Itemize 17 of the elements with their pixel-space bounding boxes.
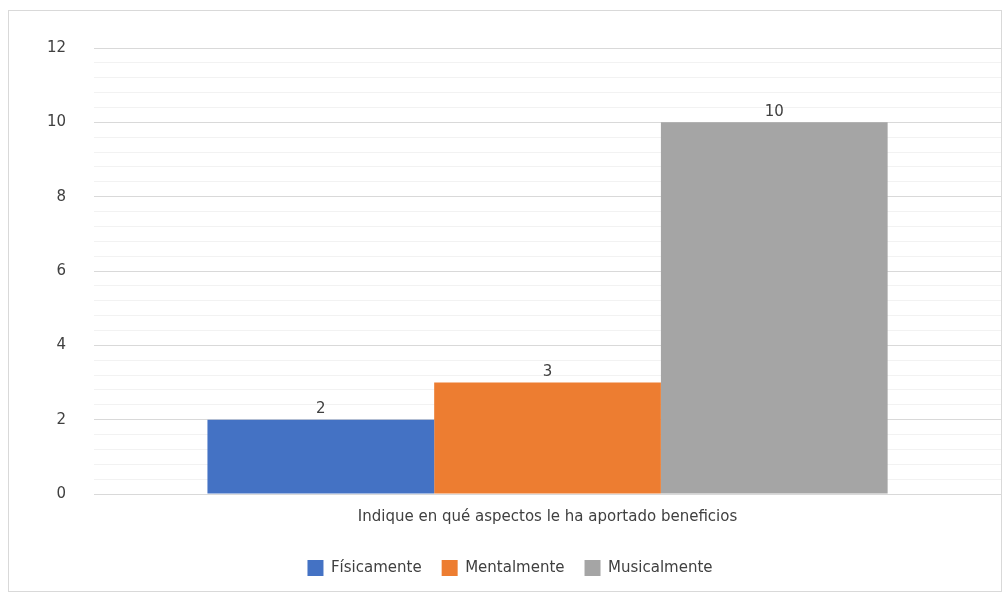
bar xyxy=(660,122,888,494)
bar xyxy=(207,419,435,494)
bar xyxy=(434,382,661,494)
y-tick-label: 8 xyxy=(56,186,67,205)
y-tick-label: 0 xyxy=(56,483,67,502)
data-label: 3 xyxy=(542,361,553,380)
legend-label: Mentalmente xyxy=(465,557,565,576)
legend-label: Físicamente xyxy=(330,557,422,576)
y-tick-label: 12 xyxy=(46,37,67,56)
y-tick-label: 4 xyxy=(56,335,67,354)
y-tick-label: 6 xyxy=(56,260,67,279)
data-label: 10 xyxy=(764,101,784,120)
x-tick-label: Indique en qué aspectos le ha aportado beneficios xyxy=(357,506,738,525)
legend-label: Musicalmente xyxy=(608,557,713,576)
y-tick-label: 10 xyxy=(46,112,67,131)
y-tick-label: 2 xyxy=(56,409,67,428)
data-label: 2 xyxy=(316,399,326,418)
